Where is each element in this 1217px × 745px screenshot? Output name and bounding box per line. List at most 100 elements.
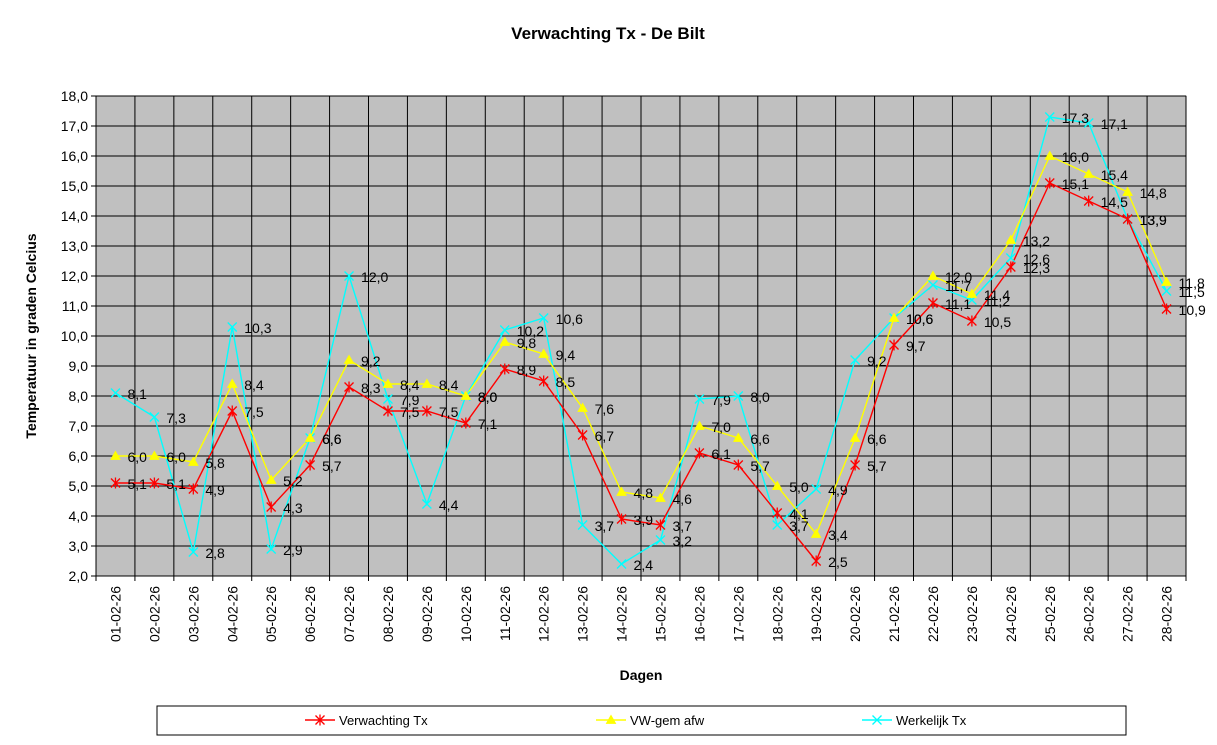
marker-stroke	[110, 388, 121, 398]
data-label: 4,9	[205, 482, 225, 498]
data-point	[772, 507, 783, 519]
data-label: 12,6	[1023, 251, 1050, 267]
data-label: 4,8	[634, 485, 654, 501]
data-point	[733, 391, 744, 401]
data-point	[343, 354, 355, 364]
marker-stroke	[266, 544, 277, 554]
data-point	[110, 388, 121, 398]
marker-stroke	[383, 394, 393, 404]
x-tick-label: 03-02-26	[185, 586, 201, 642]
data-label: 2,9	[283, 542, 303, 558]
y-tick-label: 13,0	[61, 238, 88, 254]
x-tick-label: 17-02-26	[730, 586, 746, 642]
data-label: 17,3	[1062, 110, 1089, 126]
data-point	[655, 519, 666, 531]
data-label: 10,6	[556, 311, 583, 327]
data-label: 8,0	[478, 389, 498, 405]
marker-stroke	[772, 520, 783, 530]
data-point	[1005, 261, 1016, 273]
data-label: 9,2	[361, 353, 381, 369]
data-label: 6,0	[127, 449, 147, 465]
data-label: 7,9	[400, 392, 420, 408]
marker-stroke	[149, 412, 160, 422]
series-line	[115, 182, 1168, 563]
data-label: 6,7	[595, 428, 615, 444]
data-point	[1161, 286, 1172, 296]
data-label: 8,3	[361, 380, 381, 396]
x-tick-label: 24-02-26	[1003, 586, 1019, 642]
y-tick-label: 2,0	[69, 568, 89, 584]
x-tick-label: 25-02-26	[1042, 586, 1058, 642]
data-point	[421, 499, 432, 509]
data-label: 4,3	[283, 500, 303, 516]
data-point	[383, 405, 393, 417]
marker-stroke	[227, 322, 238, 332]
data-label: 17,1	[1101, 116, 1128, 132]
data-label: 8,0	[478, 389, 498, 405]
data-label: 2,5	[828, 554, 848, 570]
data-label: 3,9	[634, 512, 654, 528]
x-tick-label: 12-02-26	[536, 586, 552, 642]
data-label: 15,1	[1062, 176, 1089, 192]
data-label: 6,6	[322, 431, 342, 447]
x-tick-label: 14-02-26	[614, 586, 630, 642]
data-point	[305, 459, 316, 471]
data-point	[655, 492, 666, 502]
data-point	[499, 363, 510, 375]
gridlines	[95, 95, 1187, 577]
data-point	[889, 339, 899, 351]
data-point	[850, 355, 861, 365]
data-label: 5,7	[867, 458, 887, 474]
y-tick-label: 14,0	[61, 208, 88, 224]
data-point	[421, 378, 433, 388]
x-tick-label: 16-02-26	[691, 586, 707, 642]
data-point	[1161, 276, 1172, 286]
y-tick-label: 3,0	[69, 538, 89, 554]
data-label: 7,9	[711, 392, 731, 408]
marker-stroke	[538, 313, 549, 323]
data-label: 9,8	[517, 335, 537, 351]
data-label: 4,9	[828, 482, 848, 498]
x-axis-label: Dagen	[620, 667, 663, 683]
data-label: 14,8	[1140, 185, 1167, 201]
data-label: 11,8	[1179, 275, 1205, 291]
data-point	[383, 394, 393, 404]
legend: Verwachting Tx VW-gem afw Werkelijk Tx	[156, 705, 1127, 736]
x-tick-label: 19-02-26	[808, 586, 824, 642]
marker-stroke	[928, 280, 938, 290]
data-point	[1044, 150, 1056, 160]
x-tick-label: 06-02-26	[302, 586, 318, 642]
data-point	[149, 412, 160, 422]
data-point	[616, 559, 627, 569]
data-point	[265, 474, 277, 484]
data-label: 8,4	[439, 377, 459, 393]
data-label: 8,4	[400, 377, 420, 393]
marker-stroke	[872, 715, 882, 725]
data-point	[344, 381, 354, 393]
data-point	[1083, 168, 1095, 178]
data-point	[655, 535, 666, 545]
marker-stroke	[1083, 118, 1094, 128]
data-label: 8,4	[244, 377, 264, 393]
x-tick-label: 08-02-26	[380, 586, 396, 642]
data-label: 7,5	[400, 404, 420, 420]
data-point	[1122, 213, 1133, 225]
data-label: 13,2	[1023, 233, 1050, 249]
data-point	[810, 528, 822, 538]
data-point	[1044, 177, 1055, 189]
data-point	[266, 501, 277, 513]
data-label: 3,7	[789, 518, 809, 534]
data-label: 12,0	[361, 269, 388, 285]
data-label: 7,1	[478, 416, 498, 432]
y-tick-label: 10,0	[61, 328, 88, 344]
data-label: 9,4	[556, 347, 576, 363]
data-label: 6,0	[166, 449, 186, 465]
x-tick-label: 21-02-26	[886, 586, 902, 642]
data-point	[872, 715, 882, 725]
legend-label: Verwachting Tx	[339, 713, 428, 728]
data-label: 3,7	[672, 518, 692, 534]
data-label: 9,7	[906, 338, 926, 354]
data-label: 7,5	[244, 404, 264, 420]
data-label: 8,5	[556, 374, 576, 390]
data-point	[1161, 303, 1172, 315]
